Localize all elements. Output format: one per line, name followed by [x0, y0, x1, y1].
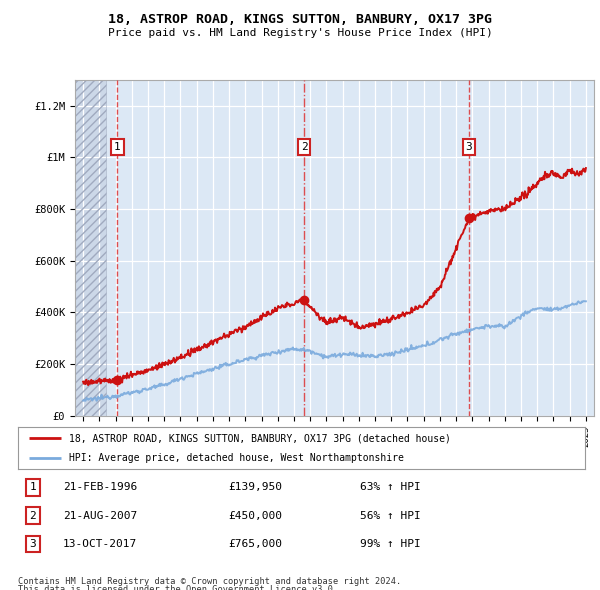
Text: 18, ASTROP ROAD, KINGS SUTTON, BANBURY, OX17 3PG (detached house): 18, ASTROP ROAD, KINGS SUTTON, BANBURY, … — [69, 434, 451, 444]
Text: 3: 3 — [466, 142, 472, 152]
Text: 21-FEB-1996: 21-FEB-1996 — [63, 483, 137, 492]
Text: 18, ASTROP ROAD, KINGS SUTTON, BANBURY, OX17 3PG: 18, ASTROP ROAD, KINGS SUTTON, BANBURY, … — [108, 13, 492, 26]
Text: 21-AUG-2007: 21-AUG-2007 — [63, 511, 137, 520]
Text: £765,000: £765,000 — [228, 539, 282, 549]
Text: HPI: Average price, detached house, West Northamptonshire: HPI: Average price, detached house, West… — [69, 454, 404, 463]
Text: 2: 2 — [301, 142, 308, 152]
Text: 56% ↑ HPI: 56% ↑ HPI — [360, 511, 421, 520]
Text: 13-OCT-2017: 13-OCT-2017 — [63, 539, 137, 549]
Text: Price paid vs. HM Land Registry's House Price Index (HPI): Price paid vs. HM Land Registry's House … — [107, 28, 493, 38]
Text: 63% ↑ HPI: 63% ↑ HPI — [360, 483, 421, 492]
Text: £450,000: £450,000 — [228, 511, 282, 520]
Text: 1: 1 — [114, 142, 121, 152]
Text: This data is licensed under the Open Government Licence v3.0.: This data is licensed under the Open Gov… — [18, 585, 338, 590]
Text: 99% ↑ HPI: 99% ↑ HPI — [360, 539, 421, 549]
Text: Contains HM Land Registry data © Crown copyright and database right 2024.: Contains HM Land Registry data © Crown c… — [18, 577, 401, 586]
Bar — [75, 80, 106, 416]
Bar — [75, 80, 106, 416]
Text: 3: 3 — [29, 539, 37, 549]
Text: 2: 2 — [29, 511, 37, 520]
Text: 1: 1 — [29, 483, 37, 492]
Text: £139,950: £139,950 — [228, 483, 282, 492]
